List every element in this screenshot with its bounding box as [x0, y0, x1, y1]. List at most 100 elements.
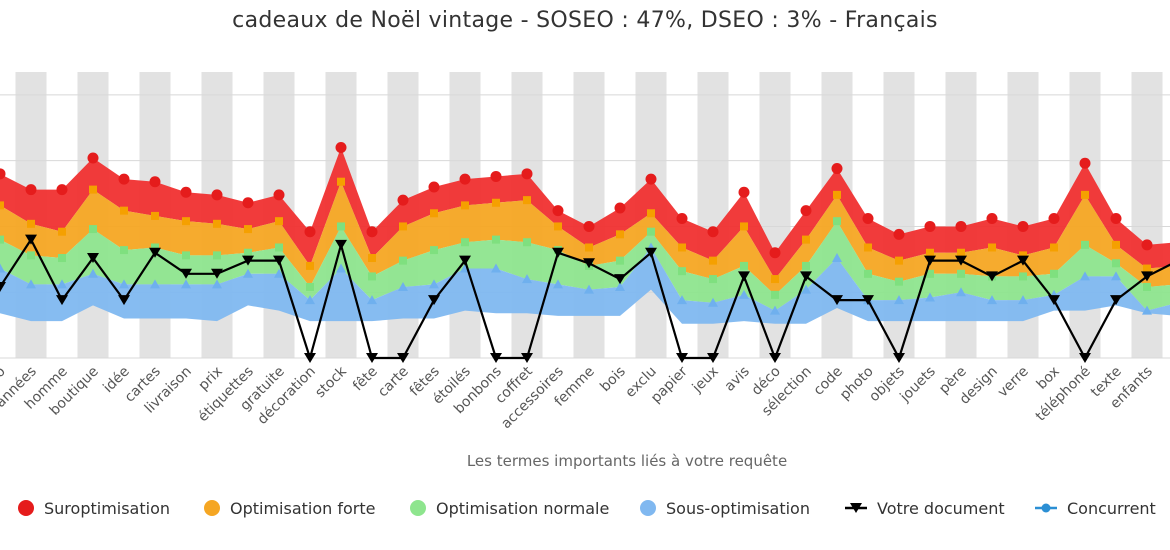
legend-item-concurrent[interactable]: Concurrent [1035, 494, 1156, 522]
x-tick-label-33: verre [995, 364, 1032, 401]
point-votre-document-28 [862, 295, 874, 306]
point-sous-optimisation-11 [336, 263, 346, 273]
point-optimisation-forte-9 [275, 217, 283, 226]
point-suroptimisation-11 [335, 142, 347, 154]
legend-item-sous-optimisation[interactable]: Sous-optimisation [640, 494, 810, 522]
point-sous-optimisation-2 [57, 279, 67, 289]
point-suroptimisation-0 [0, 168, 6, 180]
point-optimisation-forte-3 [89, 185, 97, 194]
point-optimisation-forte-18 [554, 222, 562, 231]
point-votre-document-5 [149, 247, 161, 258]
point-suroptimisation-1 [25, 184, 37, 196]
point-votre-document-23 [707, 353, 719, 363]
point-optimisation-normale-16 [492, 235, 500, 244]
point-optimisation-normale-7 [213, 251, 221, 260]
point-optimisation-forte-14 [430, 209, 438, 218]
point-votre-document-33 [1017, 255, 1029, 266]
legend-item-votre-document[interactable]: Votre document [845, 494, 1005, 522]
point-optimisation-forte-24 [740, 222, 748, 231]
point-optimisation-normale-14 [430, 246, 438, 255]
point-sous-optimisation-31 [956, 287, 966, 297]
point-optimisation-normale-29 [895, 277, 903, 286]
point-optimisation-normale-21 [647, 227, 655, 236]
point-optimisation-forte-28 [864, 243, 872, 252]
point-votre-document-36 [1110, 295, 1122, 306]
point-optimisation-normale-35 [1081, 240, 1089, 249]
legend-swatch-sous-optimisation [640, 500, 656, 516]
point-votre-document-12 [366, 353, 378, 363]
point-votre-document-11 [335, 239, 347, 250]
point-sous-optimisation-20 [615, 281, 625, 291]
point-optimisation-normale-0 [0, 235, 4, 244]
area-optimisation-forte [0, 181, 1170, 295]
point-suroptimisation-25 [769, 247, 781, 259]
point-optimisation-forte-12 [368, 254, 376, 263]
point-votre-document-19 [583, 258, 595, 269]
point-optimisation-normale-31 [957, 269, 965, 278]
point-optimisation-normale-15 [461, 238, 469, 247]
point-sous-optimisation-24 [739, 289, 749, 299]
legend-swatch-optimisation-forte [204, 500, 220, 516]
category-band-37 [1131, 72, 1163, 358]
point-suroptimisation-19 [583, 220, 595, 232]
point-optimisation-forte-0 [0, 201, 4, 210]
point-suroptimisation-30 [924, 220, 936, 232]
legend-item-optimisation-forte[interactable]: Optimisation forte [204, 494, 376, 522]
point-optimisation-normale-2 [58, 254, 66, 263]
point-sous-optimisation-13 [398, 281, 408, 291]
point-votre-document-17 [521, 353, 533, 363]
point-suroptimisation-3 [87, 152, 99, 164]
point-votre-document-31 [955, 255, 967, 266]
point-sous-optimisation-5 [150, 279, 160, 289]
x-tick-label-30: jouets [897, 364, 939, 406]
category-band-38 [1162, 72, 1170, 358]
point-sous-optimisation-6 [181, 279, 191, 289]
point-suroptimisation-26 [800, 205, 812, 217]
point-suroptimisation-36 [1110, 213, 1122, 225]
point-suroptimisation-35 [1079, 157, 1091, 169]
point-optimisation-forte-16 [492, 198, 500, 207]
point-optimisation-forte-15 [461, 201, 469, 210]
point-votre-document-6 [180, 268, 192, 279]
legend-swatch-concurrent [1035, 501, 1057, 515]
point-votre-document-8 [242, 255, 254, 266]
point-votre-document-18 [552, 247, 564, 258]
x-axis-title: Les termes importants liés à votre requê… [467, 452, 787, 470]
point-optimisation-normale-5 [151, 243, 159, 252]
point-optimisation-normale-11 [337, 222, 345, 231]
point-votre-document-30 [924, 255, 936, 266]
point-votre-document-13 [397, 353, 409, 363]
point-suroptimisation-5 [149, 176, 161, 188]
point-suroptimisation-32 [986, 213, 998, 225]
point-sous-optimisation-14 [429, 279, 439, 289]
point-votre-document-25 [769, 353, 781, 363]
chart-title: cadeaux de Noël vintage - SOSEO : 47%, D… [232, 8, 938, 33]
point-optimisation-forte-34 [1050, 243, 1058, 252]
point-sous-optimisation-18 [553, 279, 563, 289]
point-votre-document-26 [800, 271, 812, 282]
point-sous-optimisation-37 [1142, 305, 1152, 315]
point-sous-optimisation-3 [88, 268, 98, 278]
legend-item-suroptimisation[interactable]: Suroptimisation [18, 494, 170, 522]
point-suroptimisation-7 [211, 189, 223, 201]
point-sous-optimisation-25 [770, 305, 780, 315]
point-optimisation-forte-37 [1143, 264, 1151, 273]
point-votre-document-27 [831, 295, 843, 306]
point-votre-document-34 [1048, 295, 1060, 306]
legend-label-votre-document: Votre document [877, 498, 1005, 518]
point-sous-optimisation-22 [677, 295, 687, 305]
point-optimisation-forte-19 [585, 243, 593, 252]
point-optimisation-forte-32 [988, 243, 996, 252]
point-suroptimisation-27 [831, 163, 843, 175]
point-votre-document-14 [428, 295, 440, 306]
point-optimisation-normale-34 [1050, 269, 1058, 278]
point-suroptimisation-14 [428, 181, 440, 193]
point-optimisation-normale-25 [771, 290, 779, 299]
point-votre-document-7 [211, 268, 223, 279]
point-optimisation-normale-28 [864, 269, 872, 278]
point-sous-optimisation-23 [708, 297, 718, 307]
point-optimisation-normale-24 [740, 261, 748, 270]
legend-item-optimisation-normale[interactable]: Optimisation normale [410, 494, 609, 522]
point-suroptimisation-10 [304, 226, 316, 238]
point-suroptimisation-20 [614, 202, 626, 214]
